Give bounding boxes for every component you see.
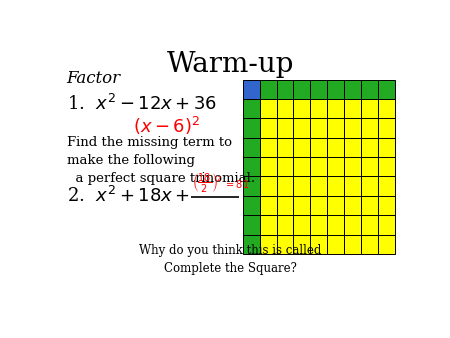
Bar bbox=[344, 138, 361, 157]
Bar bbox=[293, 118, 310, 138]
Bar bbox=[243, 157, 260, 176]
Bar bbox=[310, 138, 327, 157]
Bar bbox=[361, 157, 378, 176]
Bar bbox=[378, 215, 395, 235]
Bar bbox=[260, 176, 277, 196]
Bar bbox=[361, 176, 378, 196]
Bar bbox=[277, 176, 293, 196]
Bar bbox=[378, 176, 395, 196]
Bar bbox=[378, 99, 395, 118]
Bar bbox=[327, 196, 344, 215]
Bar bbox=[260, 235, 277, 254]
Text: Factor: Factor bbox=[67, 71, 121, 88]
Bar bbox=[293, 80, 310, 99]
Text: 2.  $x^2+18x+$: 2. $x^2+18x+$ bbox=[67, 186, 189, 207]
Bar bbox=[327, 215, 344, 235]
Text: $=81$: $=81$ bbox=[224, 178, 249, 190]
Bar bbox=[293, 157, 310, 176]
Bar bbox=[277, 235, 293, 254]
Bar bbox=[344, 196, 361, 215]
Bar bbox=[260, 157, 277, 176]
Bar bbox=[327, 118, 344, 138]
Bar bbox=[277, 99, 293, 118]
Bar bbox=[243, 80, 260, 99]
Bar bbox=[327, 138, 344, 157]
Bar bbox=[344, 157, 361, 176]
Bar bbox=[293, 196, 310, 215]
Bar bbox=[260, 215, 277, 235]
Bar bbox=[243, 99, 260, 118]
Bar bbox=[243, 196, 260, 215]
Bar bbox=[327, 99, 344, 118]
Bar bbox=[310, 235, 327, 254]
Bar bbox=[293, 215, 310, 235]
Bar bbox=[327, 157, 344, 176]
Bar bbox=[327, 176, 344, 196]
Bar bbox=[293, 138, 310, 157]
Text: 1.  $x^2-12x+36$: 1. $x^2-12x+36$ bbox=[67, 94, 217, 114]
Bar bbox=[378, 80, 395, 99]
Bar bbox=[310, 157, 327, 176]
Bar bbox=[260, 138, 277, 157]
Bar bbox=[344, 176, 361, 196]
Bar bbox=[344, 80, 361, 99]
Bar bbox=[344, 118, 361, 138]
Bar bbox=[361, 80, 378, 99]
Bar bbox=[277, 215, 293, 235]
Bar bbox=[310, 215, 327, 235]
Bar bbox=[260, 196, 277, 215]
Bar bbox=[344, 99, 361, 118]
Bar bbox=[243, 235, 260, 254]
Bar bbox=[378, 138, 395, 157]
Bar bbox=[277, 80, 293, 99]
Bar bbox=[378, 235, 395, 254]
Bar bbox=[293, 176, 310, 196]
Text: Warm-up: Warm-up bbox=[167, 51, 294, 78]
Bar bbox=[327, 235, 344, 254]
Bar bbox=[277, 196, 293, 215]
Bar bbox=[378, 118, 395, 138]
Bar bbox=[361, 118, 378, 138]
Bar bbox=[243, 138, 260, 157]
Bar bbox=[277, 157, 293, 176]
Bar bbox=[310, 176, 327, 196]
Bar bbox=[310, 80, 327, 99]
Text: $(x-6)^2$: $(x-6)^2$ bbox=[133, 115, 200, 137]
Bar bbox=[344, 235, 361, 254]
Bar bbox=[260, 80, 277, 99]
Bar bbox=[378, 157, 395, 176]
Bar bbox=[260, 99, 277, 118]
Bar bbox=[243, 118, 260, 138]
Bar bbox=[243, 215, 260, 235]
Bar bbox=[361, 138, 378, 157]
Bar bbox=[310, 196, 327, 215]
Bar bbox=[293, 235, 310, 254]
Bar bbox=[277, 138, 293, 157]
Bar bbox=[361, 235, 378, 254]
Text: Find the missing term to
make the following
  a perfect square trinomial.: Find the missing term to make the follow… bbox=[67, 136, 255, 185]
Bar bbox=[361, 215, 378, 235]
Bar bbox=[310, 99, 327, 118]
Bar bbox=[260, 118, 277, 138]
Bar bbox=[344, 215, 361, 235]
Text: $\left(\dfrac{18}{2}\right)^{\!2}$: $\left(\dfrac{18}{2}\right)^{\!2}$ bbox=[192, 172, 222, 195]
Bar bbox=[361, 99, 378, 118]
Bar bbox=[243, 176, 260, 196]
Bar bbox=[327, 80, 344, 99]
Bar bbox=[310, 118, 327, 138]
Bar bbox=[277, 118, 293, 138]
Text: Why do you think this is called
Complete the Square?: Why do you think this is called Complete… bbox=[140, 244, 322, 275]
Bar bbox=[293, 99, 310, 118]
Bar bbox=[378, 196, 395, 215]
Bar bbox=[361, 196, 378, 215]
